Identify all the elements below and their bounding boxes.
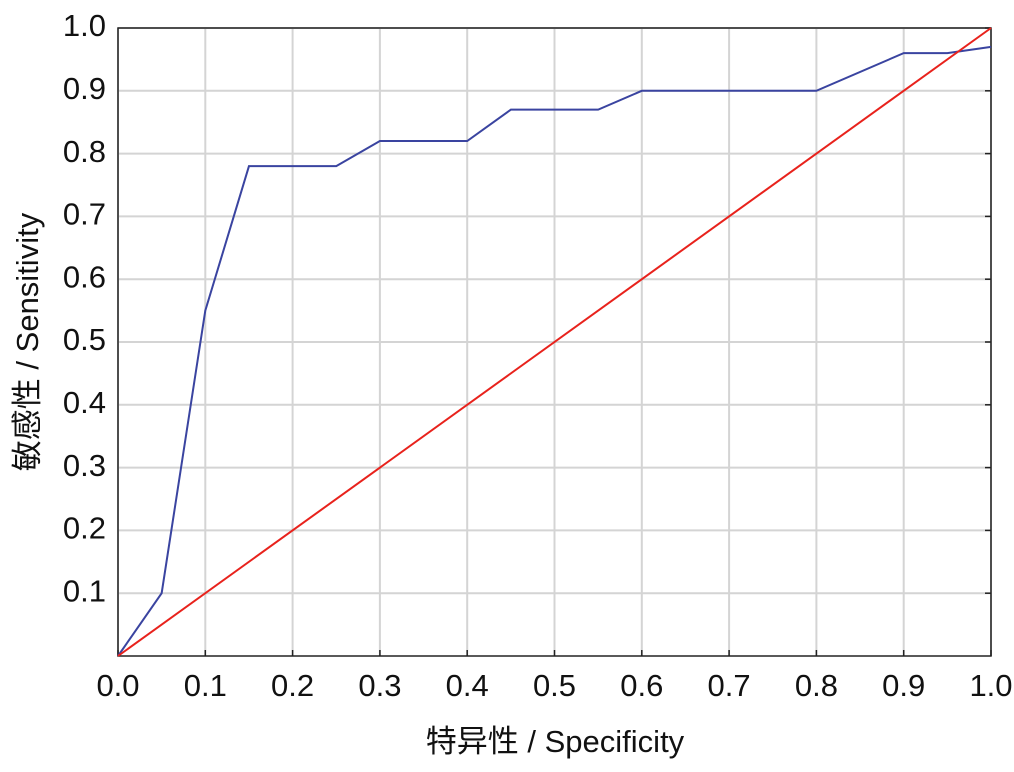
y-tick-label: 0.1	[63, 573, 106, 608]
y-tick-label: 0.6	[63, 259, 106, 294]
y-tick-label: 0.5	[63, 322, 106, 357]
series-line	[117, 27, 992, 657]
y-axis-label: 敏感性 / Sensitivity	[10, 212, 45, 471]
y-tick-label: 0.7	[63, 197, 106, 232]
x-tick-label: 0.5	[533, 668, 576, 703]
y-tick-label: 0.8	[63, 134, 106, 169]
x-tick-label: 0.2	[271, 668, 314, 703]
x-tick-label: 0.6	[620, 668, 663, 703]
x-tick-label: 1.0	[969, 668, 1012, 703]
series-line	[117, 45, 992, 657]
x-tick-label: 0.9	[882, 668, 925, 703]
x-tick-label: 0.1	[184, 668, 227, 703]
y-tick-label: 0.9	[63, 71, 106, 106]
x-tick-label: 0.0	[96, 668, 139, 703]
y-tick-label: 0.4	[63, 385, 106, 420]
y-tick-label: 0.2	[63, 511, 106, 546]
plot-frame	[117, 27, 992, 657]
x-tick-label: 0.8	[795, 668, 838, 703]
x-tick-label: 0.3	[358, 668, 401, 703]
y-tick-label: 1.0	[63, 8, 106, 43]
x-tick-label: 0.7	[708, 668, 751, 703]
x-tick-label: 0.4	[446, 668, 489, 703]
y-tick-label: 0.3	[63, 448, 106, 483]
x-axis-label: 特异性 / Specificity	[426, 724, 685, 759]
